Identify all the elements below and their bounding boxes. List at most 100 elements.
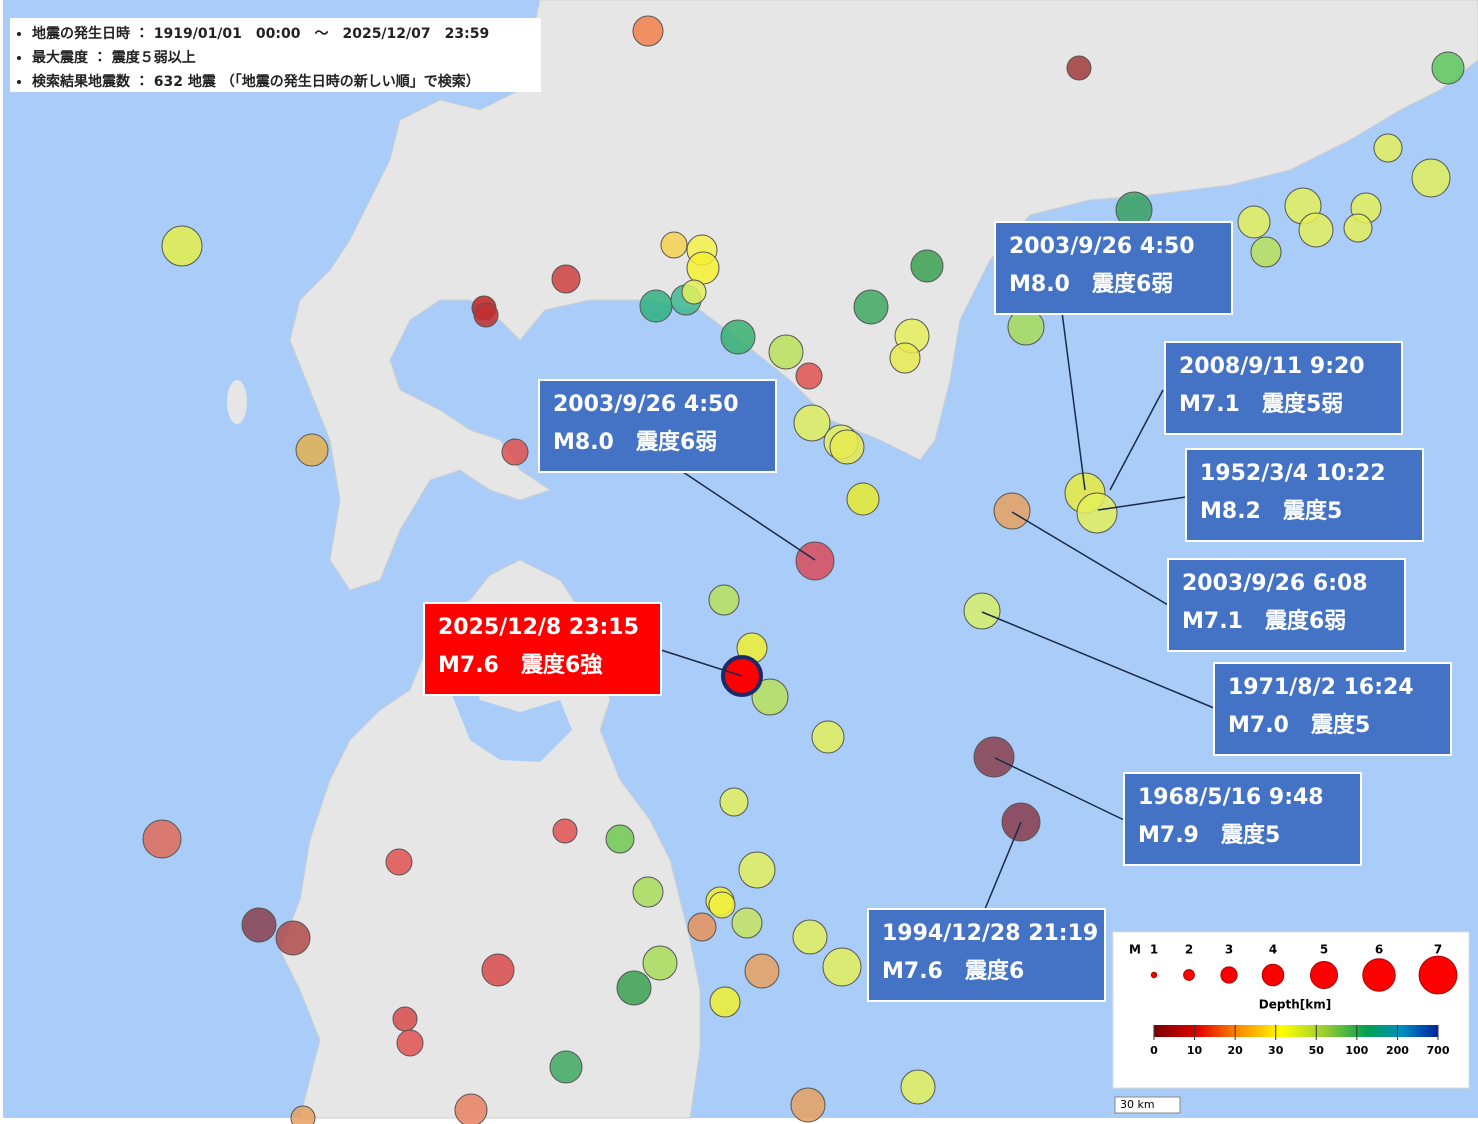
callout-intensity: 震度6 xyxy=(965,958,1024,984)
quake xyxy=(973,736,1015,778)
callout-box xyxy=(538,379,777,473)
scale-label: 30 km xyxy=(1120,1098,1155,1111)
callout-date: 1968/5/16 9:48 xyxy=(1138,785,1324,810)
quake xyxy=(731,907,763,939)
depth-colorbar xyxy=(1154,1025,1438,1037)
callout-magnitude: M7.1 xyxy=(1179,392,1240,417)
depth-tick-label: 100 xyxy=(1345,1044,1368,1057)
callout-date: 2008/9/11 9:20 xyxy=(1179,354,1365,379)
quake xyxy=(910,249,944,283)
legend-magnitude-circle xyxy=(1310,961,1338,989)
quake xyxy=(1431,51,1465,85)
scale-bar xyxy=(1114,1096,1181,1114)
callout-date: 1994/12/28 21:19 xyxy=(882,921,1098,946)
quake xyxy=(392,1006,418,1032)
legend-magnitude-label: 5 xyxy=(1320,943,1328,957)
legend-magnitude-circle xyxy=(1261,963,1285,987)
callout-intensity: 震度5 xyxy=(1311,712,1370,738)
callout-magnitude: M7.0 xyxy=(1228,713,1289,738)
quake xyxy=(551,264,581,294)
quake xyxy=(1373,133,1403,163)
legend-magnitude-label: 2 xyxy=(1185,943,1193,957)
land-tohoku xyxy=(279,559,701,1119)
quake xyxy=(686,251,720,285)
leader-line xyxy=(1109,389,1164,491)
legend-depth-title: Depth[km] xyxy=(1259,998,1331,1012)
quake xyxy=(473,302,499,328)
quake xyxy=(795,362,823,390)
quake xyxy=(681,279,707,305)
callout-magnitude: M8.2 xyxy=(1200,499,1261,524)
callout-box xyxy=(1123,772,1362,866)
depth-tick-label: 0 xyxy=(1150,1044,1158,1057)
callout-box xyxy=(1185,448,1424,542)
legend-magnitude-circle xyxy=(1220,966,1238,984)
quake xyxy=(396,1029,424,1057)
quake xyxy=(708,891,736,919)
search-info: 地震の発生日時 ： 1919/01/01 00:00 ～ 2025/12/07 … xyxy=(10,18,541,92)
callout-magnitude: M7.1 xyxy=(1182,609,1243,634)
callout-box xyxy=(1164,341,1403,435)
quake xyxy=(1343,213,1373,243)
quake xyxy=(738,851,776,889)
callout-date: 1971/8/2 16:24 xyxy=(1228,675,1414,700)
callout-box xyxy=(1167,558,1406,652)
callout-date: 1952/3/4 10:22 xyxy=(1200,461,1386,486)
leader-line xyxy=(1011,511,1169,606)
callout-intensity: 震度5 xyxy=(1221,822,1280,848)
quake xyxy=(889,342,921,374)
quake xyxy=(454,1093,488,1124)
callout-intensity: 震度6弱 xyxy=(1265,608,1346,634)
quake xyxy=(642,945,678,981)
depth-tick-label: 50 xyxy=(1309,1044,1325,1057)
quake xyxy=(768,334,804,370)
callout-box xyxy=(994,221,1233,315)
depth-tick-label: 10 xyxy=(1187,1044,1203,1057)
quake xyxy=(993,492,1031,530)
quake xyxy=(295,433,329,467)
leader-line xyxy=(994,757,1125,821)
callout-magnitude: M8.0 xyxy=(553,430,614,455)
quake xyxy=(632,876,664,908)
quake xyxy=(1066,55,1092,81)
callout-magnitude: M8.0 xyxy=(1009,272,1070,297)
quake xyxy=(1250,236,1282,268)
quake xyxy=(552,818,578,844)
depth-tick-label: 20 xyxy=(1227,1044,1243,1057)
legend-magnitude-label: 1 xyxy=(1150,943,1158,957)
callout-box xyxy=(1213,662,1452,756)
mutsu-bay xyxy=(450,660,572,762)
quake xyxy=(709,986,741,1018)
quake xyxy=(822,947,862,987)
quake xyxy=(241,907,277,943)
leader-line xyxy=(1061,311,1086,491)
callout-intensity: 震度6弱 xyxy=(1092,271,1173,297)
quake xyxy=(708,584,740,616)
callout-magnitude: M7.6 xyxy=(882,959,943,984)
callout-date: 2025/12/8 23:15 xyxy=(438,615,639,640)
depth-tick-label: 30 xyxy=(1268,1044,1284,1057)
legend-magnitude-label: 4 xyxy=(1269,943,1277,957)
callout-box xyxy=(867,908,1106,1002)
quake xyxy=(632,15,664,47)
leader-line xyxy=(660,649,743,677)
quake xyxy=(793,404,831,442)
leader-line xyxy=(984,821,1022,910)
quake xyxy=(795,541,835,581)
quake xyxy=(744,953,780,989)
land-hokkaido xyxy=(289,0,1478,591)
quake xyxy=(687,912,717,942)
quake xyxy=(161,225,203,267)
quake xyxy=(751,678,789,716)
legend-magnitude-label: 3 xyxy=(1225,943,1233,957)
callout-date: 2003/9/26 6:08 xyxy=(1182,571,1368,596)
quake xyxy=(719,787,749,817)
quake xyxy=(275,920,311,956)
quake xyxy=(900,1069,936,1105)
quake xyxy=(792,919,828,955)
legend-magnitude-label: 6 xyxy=(1375,943,1383,957)
quake xyxy=(1076,492,1118,534)
callout-intensity: 震度5 xyxy=(1283,498,1342,524)
